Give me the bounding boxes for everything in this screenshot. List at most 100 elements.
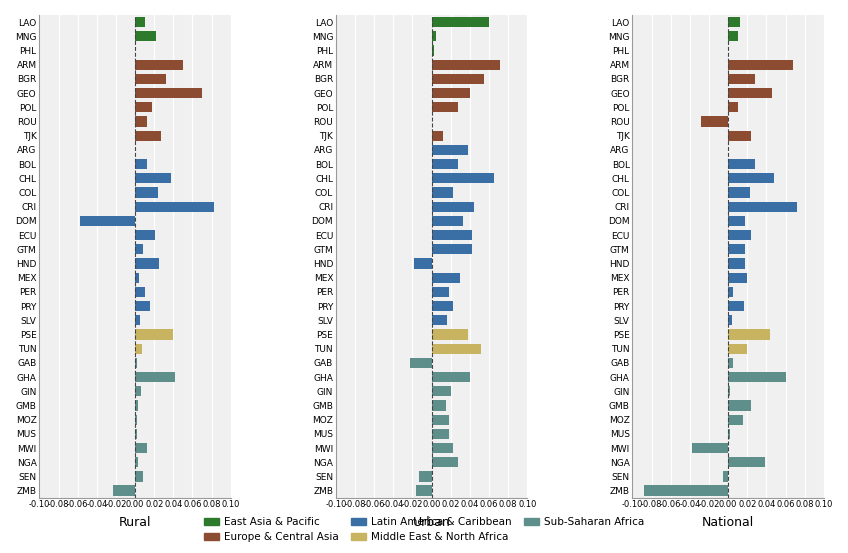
- Bar: [432, 443, 453, 453]
- Bar: [432, 88, 470, 98]
- Bar: [432, 187, 453, 197]
- Bar: [728, 386, 730, 397]
- Bar: [728, 429, 730, 439]
- Bar: [728, 201, 797, 212]
- Bar: [432, 74, 484, 84]
- Bar: [135, 173, 171, 184]
- Bar: [135, 372, 176, 382]
- Bar: [432, 230, 471, 240]
- Bar: [135, 131, 161, 141]
- Bar: [432, 45, 433, 56]
- Bar: [432, 244, 471, 254]
- Bar: [692, 443, 728, 453]
- Bar: [135, 258, 159, 269]
- Bar: [432, 60, 500, 70]
- Bar: [728, 273, 747, 283]
- Bar: [135, 74, 165, 84]
- X-axis label: Urban: Urban: [413, 517, 450, 529]
- Bar: [432, 273, 460, 283]
- Bar: [113, 486, 135, 495]
- Bar: [135, 116, 148, 127]
- Bar: [432, 102, 459, 112]
- Bar: [135, 429, 137, 439]
- Bar: [416, 486, 432, 495]
- Bar: [135, 159, 148, 169]
- Bar: [432, 301, 453, 311]
- Bar: [135, 358, 137, 368]
- Bar: [135, 201, 214, 212]
- Bar: [728, 216, 745, 226]
- Bar: [135, 457, 138, 467]
- Bar: [135, 386, 141, 397]
- Bar: [728, 330, 770, 340]
- Bar: [135, 60, 183, 70]
- Bar: [723, 471, 728, 482]
- Bar: [728, 230, 751, 240]
- Bar: [80, 216, 135, 226]
- Bar: [432, 131, 444, 141]
- Bar: [728, 102, 738, 112]
- Bar: [415, 258, 432, 269]
- Bar: [135, 287, 145, 297]
- Bar: [728, 131, 751, 141]
- Bar: [135, 102, 153, 112]
- Bar: [728, 187, 750, 197]
- Bar: [135, 17, 145, 27]
- Bar: [728, 358, 733, 368]
- Bar: [135, 443, 148, 453]
- Bar: [644, 486, 728, 495]
- Bar: [728, 173, 774, 184]
- Bar: [728, 301, 745, 311]
- Bar: [135, 415, 137, 425]
- X-axis label: National: National: [702, 517, 754, 529]
- Bar: [432, 173, 494, 184]
- Bar: [135, 471, 142, 482]
- Bar: [728, 400, 751, 410]
- Bar: [728, 74, 755, 84]
- Bar: [432, 386, 451, 397]
- Bar: [728, 244, 745, 254]
- Bar: [135, 301, 150, 311]
- Bar: [432, 343, 482, 354]
- Legend: East Asia & Pacific, Europe & Central Asia, Latin America & Caribbean, Middle Ea: East Asia & Pacific, Europe & Central As…: [204, 517, 644, 542]
- Bar: [432, 31, 437, 41]
- Bar: [728, 343, 747, 354]
- Bar: [728, 60, 793, 70]
- Bar: [410, 358, 432, 368]
- X-axis label: Rural: Rural: [119, 517, 151, 529]
- Bar: [432, 400, 446, 410]
- Bar: [432, 159, 459, 169]
- Bar: [728, 258, 745, 269]
- Bar: [432, 429, 449, 439]
- Bar: [432, 145, 468, 155]
- Bar: [432, 457, 459, 467]
- Bar: [135, 187, 158, 197]
- Bar: [728, 17, 739, 27]
- Bar: [135, 400, 138, 410]
- Bar: [728, 88, 773, 98]
- Bar: [135, 315, 140, 325]
- Bar: [135, 230, 155, 240]
- Bar: [432, 415, 449, 425]
- Bar: [432, 315, 447, 325]
- Bar: [135, 330, 173, 340]
- Bar: [432, 17, 489, 27]
- Bar: [728, 372, 785, 382]
- Bar: [728, 287, 733, 297]
- Bar: [432, 216, 463, 226]
- Bar: [135, 343, 142, 354]
- Bar: [419, 471, 432, 482]
- Bar: [432, 201, 474, 212]
- Bar: [728, 31, 738, 41]
- Bar: [432, 372, 470, 382]
- Bar: [135, 273, 139, 283]
- Bar: [135, 244, 142, 254]
- Bar: [135, 88, 202, 98]
- Bar: [728, 315, 732, 325]
- Bar: [701, 116, 728, 127]
- Bar: [135, 31, 156, 41]
- Bar: [728, 159, 755, 169]
- Bar: [728, 457, 765, 467]
- Bar: [432, 330, 468, 340]
- Bar: [728, 415, 743, 425]
